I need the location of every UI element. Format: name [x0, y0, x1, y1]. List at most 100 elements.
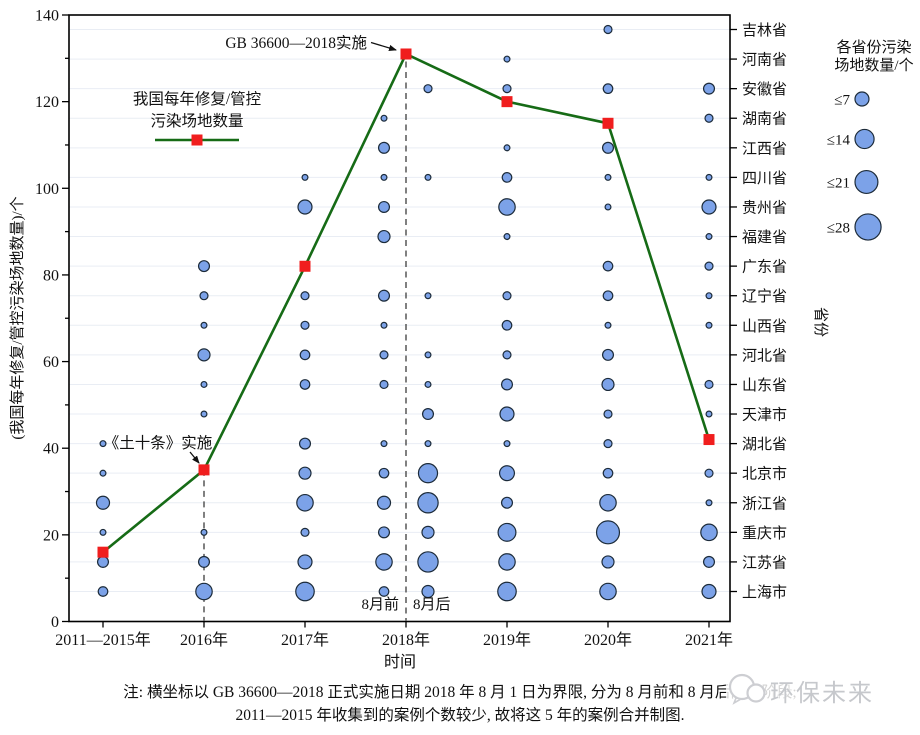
bubble	[601, 141, 615, 154]
bubble	[599, 582, 617, 601]
bubble	[375, 553, 393, 571]
y-axis-tick-label: 60	[43, 354, 59, 371]
bubble	[424, 292, 432, 300]
x-axis-title: 时间	[384, 653, 416, 671]
province-label: 重庆市	[742, 525, 787, 542]
bubble	[200, 321, 208, 329]
bubble	[424, 173, 432, 181]
bubble	[99, 469, 107, 477]
bubble	[199, 291, 209, 301]
bubble	[602, 290, 614, 302]
bubble	[377, 526, 391, 539]
bubble	[99, 440, 107, 448]
x-axis-tick-label: 2017年	[281, 631, 329, 649]
bubble	[95, 495, 111, 510]
bubble-series	[95, 24, 718, 602]
province-label: 山东省	[742, 377, 787, 394]
y-axis-tick-label: 140	[35, 8, 59, 25]
bubble	[601, 377, 615, 392]
bubble	[704, 261, 714, 271]
bubble	[499, 406, 515, 422]
bubble	[500, 378, 514, 391]
bubble	[599, 493, 617, 512]
bubble	[421, 525, 435, 539]
bubble	[377, 141, 391, 154]
bubble	[300, 320, 310, 330]
bubble	[503, 144, 511, 152]
y-axis-tick-label: 100	[35, 181, 59, 198]
bubble	[197, 555, 211, 568]
bubble	[503, 55, 511, 63]
bubble	[298, 437, 312, 450]
x-axis-tick-label: 2021年	[685, 631, 733, 649]
label-before-august: 8月前	[361, 596, 399, 613]
bubble	[299, 349, 311, 361]
bubble	[503, 233, 511, 241]
x-axis-tick-label: 2018年	[382, 631, 430, 649]
bubble	[702, 82, 716, 95]
x-axis-tick-label: 2011—2015年	[55, 631, 150, 649]
bubble	[421, 407, 435, 421]
bubble	[380, 173, 388, 181]
bubble	[299, 379, 311, 390]
bubble	[380, 440, 388, 448]
bubble	[376, 495, 392, 510]
province-label: 四川省	[742, 170, 787, 187]
bubble	[297, 199, 313, 215]
bubble	[604, 203, 612, 211]
province-label: 河南省	[742, 52, 787, 69]
line-legend-marker	[191, 134, 203, 146]
bubble-legend-sample	[854, 91, 870, 107]
bubble	[601, 555, 615, 569]
bubble	[96, 555, 110, 568]
line-legend-text-2: 污染场地数量	[150, 112, 243, 130]
bubble	[502, 350, 512, 360]
bubble	[502, 291, 512, 301]
bubble-legend-label: ≤21	[827, 176, 850, 192]
bubble	[602, 260, 614, 272]
province-label: 广东省	[742, 259, 787, 276]
bubble	[378, 586, 390, 597]
trend-marker	[501, 96, 513, 108]
bubble	[602, 467, 614, 479]
bubble	[701, 199, 717, 215]
bubble	[704, 113, 714, 123]
bubble	[705, 321, 713, 329]
bubble-legend-sample	[854, 128, 875, 150]
bubble	[705, 233, 713, 241]
bubble	[502, 84, 512, 94]
line-legend-text-1: 我国每年修复/管控	[133, 90, 261, 108]
bubble	[705, 410, 713, 418]
bubble	[603, 24, 613, 35]
province-label: 北京市	[742, 466, 787, 483]
bubble-legend-label: ≤7	[834, 93, 850, 109]
bubble	[295, 581, 315, 602]
y-axis-tick-label: 0	[51, 614, 59, 631]
bubble	[501, 172, 513, 183]
y-axis-tick-label: 80	[43, 267, 59, 284]
bubble	[423, 84, 433, 94]
bubble	[604, 173, 612, 181]
bubble	[595, 520, 621, 545]
bubble-legend-label: ≤14	[827, 133, 851, 149]
bubble	[424, 351, 432, 359]
note-line-2: 2011—2015 年收集到的案例个数较少, 故将这 5 年的案例合并制图.	[235, 707, 685, 724]
annotations: GB 36600—2018实施《土十条》实施	[104, 34, 397, 464]
y-axis-tick-label: 40	[43, 441, 59, 458]
bubble	[377, 229, 391, 244]
bubble	[701, 583, 717, 600]
bubble	[501, 319, 513, 331]
bubble	[200, 528, 208, 536]
province-label: 山西省	[742, 318, 787, 335]
y-axis-title: (我国每年修复/管控污染场地数量)/个	[8, 196, 26, 439]
province-label: 天津市	[742, 407, 787, 424]
trend-marker	[602, 117, 614, 129]
annotation-tushitiao: 《土十条》实施	[104, 434, 213, 452]
bubble	[602, 83, 614, 95]
y-axis: 0 20 40 60 80 100 120 140	[35, 8, 69, 631]
bubble	[377, 289, 391, 302]
bubble	[702, 555, 716, 568]
label-after-august: 8月后	[413, 596, 451, 613]
